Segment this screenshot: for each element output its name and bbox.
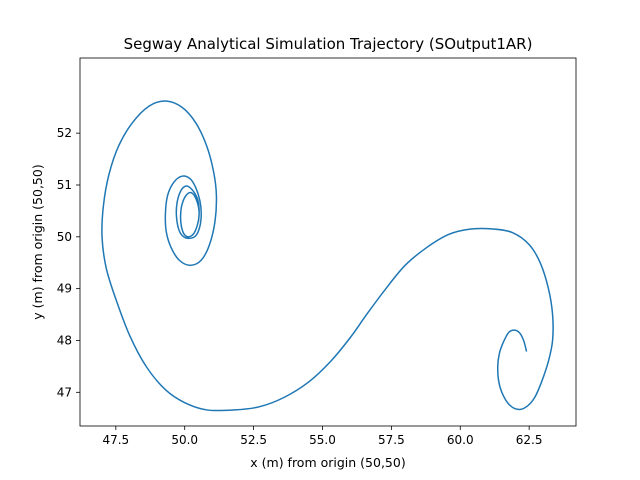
trajectory-series-line (101, 100, 554, 412)
y-tick-label: 48 (57, 333, 72, 347)
y-tick-label: 52 (57, 126, 72, 140)
plot-data-layer (101, 100, 554, 412)
x-axis-label: x (m) from origin (50,50) (250, 455, 405, 470)
x-tick-label: 57.5 (378, 433, 405, 447)
y-tick-label: 50 (57, 230, 72, 244)
x-tick-label: 62.5 (516, 433, 543, 447)
x-tick-label: 55.0 (309, 433, 336, 447)
plot-area-frame (79, 57, 577, 427)
x-axis-ticks: 47.5 50.0 52.5 55.0 57.5 60.0 62.5 (102, 426, 543, 447)
y-tick-label: 51 (57, 178, 72, 192)
y-axis-label: y (m) from origin (50,50) (30, 164, 45, 319)
y-tick-label: 47 (57, 385, 72, 399)
x-tick-label: 52.5 (240, 433, 267, 447)
x-tick-label: 50.0 (171, 433, 198, 447)
chart-title: Segway Analytical Simulation Trajectory … (124, 35, 533, 53)
x-tick-label: 60.0 (447, 433, 474, 447)
y-tick-label: 49 (57, 282, 72, 296)
x-tick-label: 47.5 (102, 433, 129, 447)
y-axis-ticks: 47 48 49 50 51 52 (57, 126, 80, 399)
